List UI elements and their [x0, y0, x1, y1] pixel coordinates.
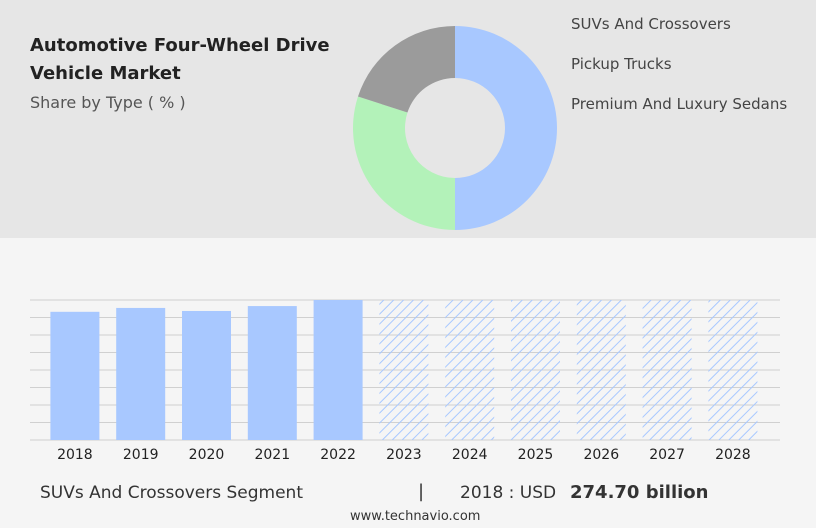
year-label: 2018 : USD	[460, 483, 557, 503]
forecast-placeholder	[445, 300, 495, 440]
x-tick-label: 2021	[254, 447, 290, 463]
separator: |	[418, 481, 425, 502]
legend-entry: Pickup Trucks	[571, 57, 672, 72]
x-tick-label: 2023	[386, 447, 422, 463]
x-tick-label: 2028	[715, 447, 751, 463]
x-tick-label: 2018	[57, 447, 93, 463]
bar	[313, 300, 363, 440]
legend-label: Pickup Trucks	[571, 55, 672, 73]
forecast-placeholder	[642, 300, 692, 440]
legend-label: Premium And Luxury Sedans	[571, 95, 788, 113]
legend-entry: Premium And Luxury Sedans	[571, 97, 787, 112]
value-label: 274.70 billion	[570, 482, 709, 503]
x-tick-label: 2026	[583, 447, 619, 463]
x-tick-label: 2022	[320, 447, 356, 463]
bar	[247, 306, 297, 440]
bar	[50, 311, 100, 440]
x-tick-label: 2024	[452, 447, 488, 463]
x-tick-label: 2020	[189, 447, 225, 463]
pie-slice	[353, 96, 455, 230]
chart-title: Automotive Four-Wheel Drive Vehicle Mark…	[30, 35, 330, 84]
segment-label: SUVs And Crossovers Segment	[40, 483, 303, 503]
pie-slice	[455, 26, 557, 230]
x-tick-label: 2025	[518, 447, 554, 463]
forecast-placeholder	[379, 300, 429, 440]
forecast-placeholder	[511, 300, 560, 440]
x-tick-label: 2019	[123, 447, 159, 463]
x-tick-label: 2027	[649, 447, 685, 463]
legend-entry: SUVs And Crossovers	[571, 17, 731, 32]
forecast-placeholder	[576, 300, 626, 440]
legend-label: SUVs And Crossovers	[571, 15, 731, 33]
forecast-placeholder	[708, 300, 758, 440]
bar	[116, 307, 166, 440]
pie-slice	[357, 26, 455, 113]
chart-subtitle: Share by Type ( % )	[30, 93, 186, 112]
source: www.technavio.com	[350, 509, 481, 524]
bar	[182, 310, 231, 440]
